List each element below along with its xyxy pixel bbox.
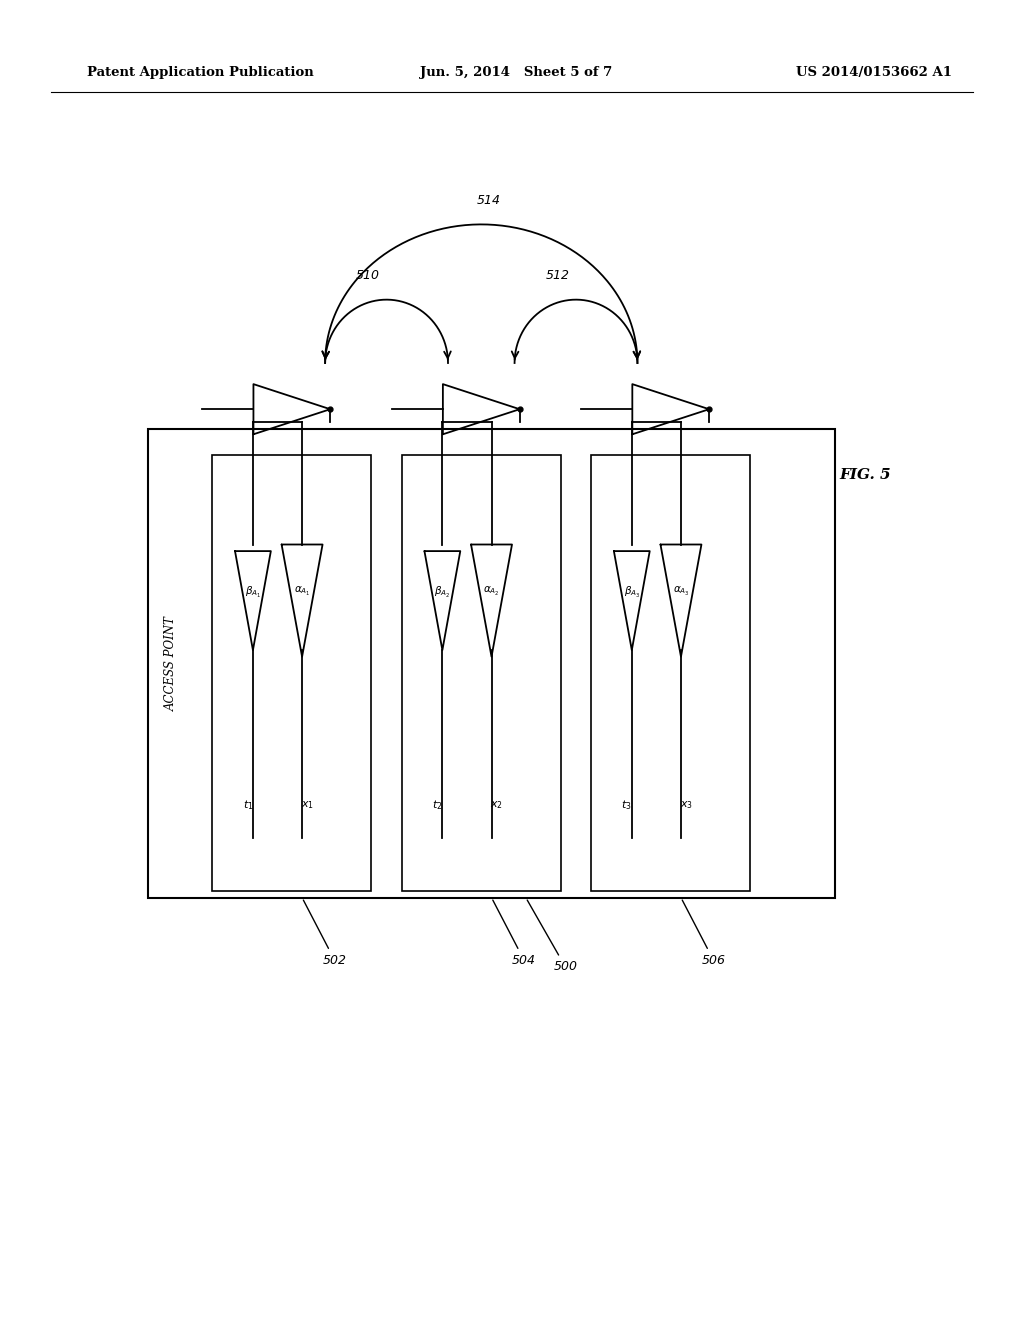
Text: $t_3$: $t_3$ — [622, 799, 632, 812]
Text: $t_1$: $t_1$ — [243, 799, 253, 812]
Text: 512: 512 — [546, 269, 569, 282]
Text: 514: 514 — [477, 194, 501, 207]
Text: ACCESS POINT: ACCESS POINT — [165, 616, 177, 710]
Text: Jun. 5, 2014   Sheet 5 of 7: Jun. 5, 2014 Sheet 5 of 7 — [420, 66, 612, 79]
Text: $t_2$: $t_2$ — [432, 799, 442, 812]
Text: US 2014/0153662 A1: US 2014/0153662 A1 — [797, 66, 952, 79]
Text: 504: 504 — [493, 900, 536, 966]
Text: $\alpha_{A_1}$: $\alpha_{A_1}$ — [294, 585, 310, 598]
Text: $x_1$: $x_1$ — [301, 800, 313, 810]
Bar — [592, 455, 750, 891]
Text: $\beta_{A_3}$: $\beta_{A_3}$ — [624, 585, 640, 601]
Text: $\alpha_{A_3}$: $\alpha_{A_3}$ — [673, 585, 689, 598]
Text: $x_3$: $x_3$ — [680, 800, 692, 810]
Text: 510: 510 — [356, 269, 380, 282]
Text: $x_2$: $x_2$ — [490, 800, 503, 810]
Text: $\beta_{A_1}$: $\beta_{A_1}$ — [245, 585, 261, 601]
Text: $\beta_{A_2}$: $\beta_{A_2}$ — [434, 585, 451, 601]
Bar — [148, 429, 835, 898]
Text: $\alpha_{A_2}$: $\alpha_{A_2}$ — [483, 585, 500, 598]
Bar — [212, 455, 371, 891]
Text: 500: 500 — [527, 900, 578, 973]
Text: 506: 506 — [682, 900, 725, 966]
Bar — [401, 455, 561, 891]
Text: FIG. 5: FIG. 5 — [840, 469, 891, 482]
Text: 502: 502 — [303, 900, 346, 966]
Text: Patent Application Publication: Patent Application Publication — [87, 66, 313, 79]
